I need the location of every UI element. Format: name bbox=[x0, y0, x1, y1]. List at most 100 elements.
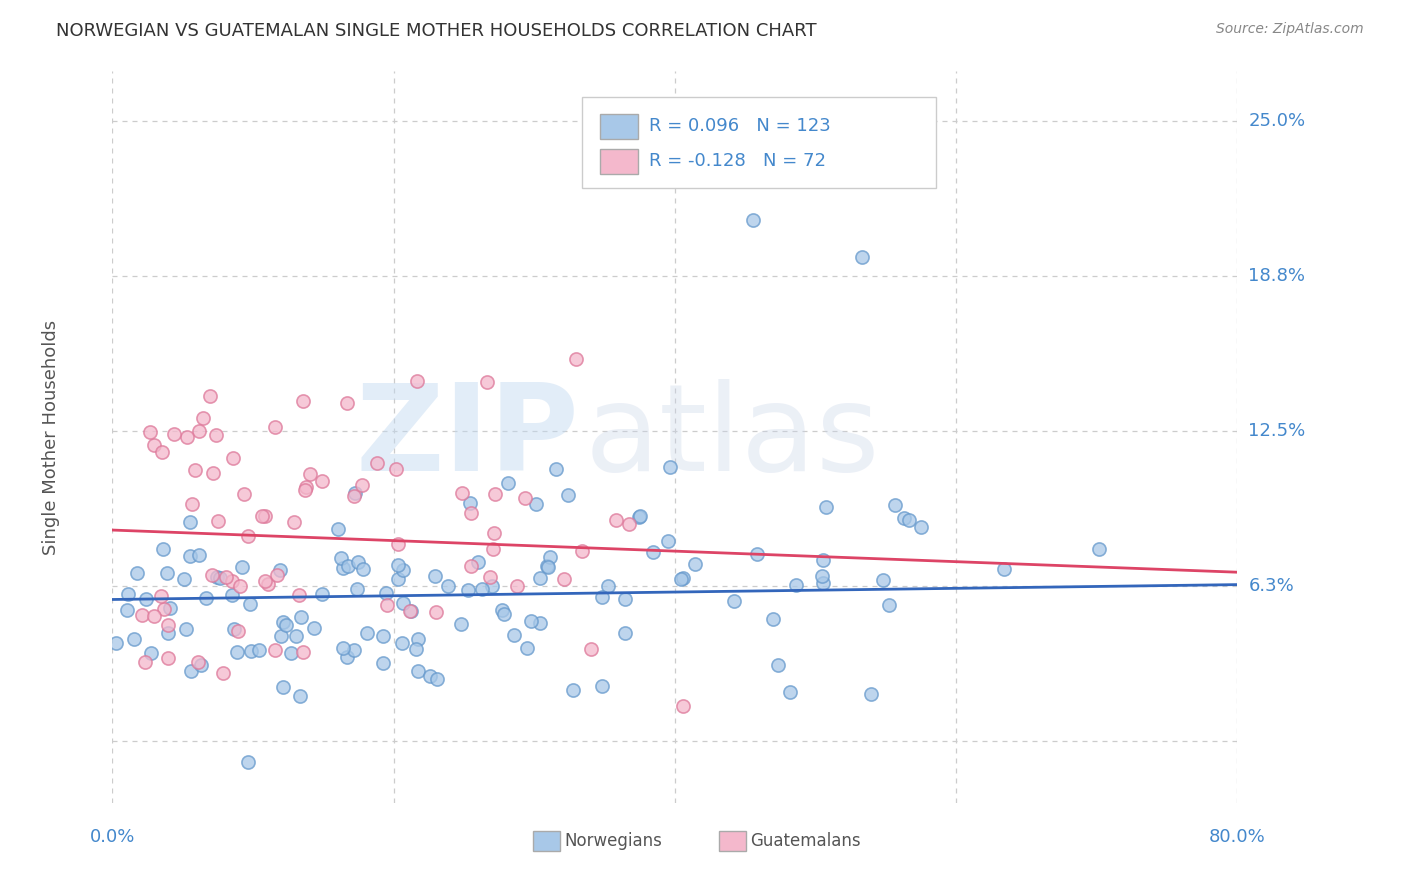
Point bbox=[153, 602, 176, 616]
Point bbox=[723, 593, 745, 607]
Point bbox=[149, 590, 172, 604]
Point bbox=[236, 528, 259, 542]
Point bbox=[221, 588, 243, 602]
FancyBboxPatch shape bbox=[582, 97, 936, 188]
Point bbox=[336, 559, 359, 574]
Point bbox=[506, 579, 529, 593]
Point bbox=[484, 487, 506, 501]
Point bbox=[591, 679, 613, 693]
Point bbox=[212, 665, 235, 680]
FancyBboxPatch shape bbox=[533, 831, 560, 851]
Point bbox=[156, 566, 179, 581]
Point bbox=[387, 572, 409, 586]
Point bbox=[571, 544, 593, 558]
Point bbox=[131, 608, 153, 623]
Point bbox=[491, 603, 513, 617]
Point bbox=[205, 570, 228, 584]
Point bbox=[352, 562, 374, 576]
FancyBboxPatch shape bbox=[599, 114, 638, 138]
Point bbox=[239, 644, 262, 658]
Point bbox=[406, 664, 429, 678]
Point bbox=[391, 596, 413, 610]
Point bbox=[405, 374, 427, 388]
Point bbox=[742, 213, 765, 227]
Point bbox=[332, 640, 354, 655]
Point bbox=[492, 607, 515, 621]
FancyBboxPatch shape bbox=[599, 149, 638, 174]
Point bbox=[613, 591, 636, 606]
Point bbox=[565, 352, 588, 367]
FancyBboxPatch shape bbox=[718, 831, 745, 851]
Point bbox=[215, 570, 238, 584]
Point bbox=[477, 375, 499, 389]
Point bbox=[343, 643, 366, 657]
Point bbox=[481, 579, 503, 593]
Point bbox=[232, 487, 254, 501]
Point bbox=[893, 511, 915, 525]
Point bbox=[596, 580, 619, 594]
Point bbox=[481, 542, 503, 557]
Text: atlas: atlas bbox=[585, 378, 880, 496]
Point bbox=[179, 515, 201, 529]
Point bbox=[768, 658, 790, 673]
Point bbox=[352, 478, 374, 492]
Point bbox=[544, 462, 567, 476]
Point bbox=[254, 574, 277, 588]
Point bbox=[173, 572, 195, 586]
Point bbox=[478, 570, 501, 584]
Point bbox=[346, 582, 368, 596]
Point bbox=[538, 549, 561, 564]
Point bbox=[143, 609, 166, 624]
Point bbox=[520, 615, 543, 629]
Point bbox=[226, 624, 249, 638]
Point bbox=[159, 600, 181, 615]
Point bbox=[283, 515, 305, 529]
Point bbox=[176, 430, 198, 444]
Text: 18.8%: 18.8% bbox=[1249, 267, 1305, 285]
Point bbox=[179, 549, 201, 563]
Point bbox=[423, 568, 446, 582]
Text: 12.5%: 12.5% bbox=[1249, 422, 1306, 440]
Point bbox=[813, 576, 835, 591]
Point bbox=[641, 545, 664, 559]
Point bbox=[496, 476, 519, 491]
Point bbox=[387, 537, 409, 551]
Text: R = -0.128   N = 72: R = -0.128 N = 72 bbox=[650, 153, 825, 170]
Point bbox=[290, 609, 312, 624]
Point bbox=[877, 598, 900, 612]
Point bbox=[451, 485, 474, 500]
Point bbox=[672, 571, 695, 585]
Point bbox=[336, 395, 359, 409]
Point bbox=[193, 411, 215, 425]
Point bbox=[579, 642, 602, 657]
Point bbox=[811, 553, 834, 567]
Point bbox=[860, 686, 883, 700]
Point bbox=[346, 555, 368, 569]
Point bbox=[125, 566, 148, 580]
Point bbox=[391, 635, 413, 649]
Point bbox=[135, 592, 157, 607]
Point bbox=[401, 604, 423, 618]
Point bbox=[471, 582, 494, 597]
Point bbox=[779, 684, 801, 698]
Text: R = 0.096   N = 123: R = 0.096 N = 123 bbox=[650, 117, 831, 136]
Point bbox=[460, 507, 482, 521]
Point bbox=[276, 618, 298, 632]
Point bbox=[371, 629, 394, 643]
Point bbox=[614, 625, 637, 640]
Point bbox=[194, 591, 217, 605]
Point bbox=[375, 598, 398, 612]
Text: 25.0%: 25.0% bbox=[1249, 112, 1306, 130]
Text: Single Mother Households: Single Mother Households bbox=[42, 319, 59, 555]
Point bbox=[467, 555, 489, 569]
Point bbox=[252, 509, 274, 524]
Text: NORWEGIAN VS GUATEMALAN SINGLE MOTHER HOUSEHOLDS CORRELATION CHART: NORWEGIAN VS GUATEMALAN SINGLE MOTHER HO… bbox=[56, 22, 817, 40]
Point bbox=[139, 425, 162, 440]
Point bbox=[426, 672, 449, 686]
Point bbox=[180, 664, 202, 678]
Point bbox=[264, 642, 287, 657]
Point bbox=[117, 587, 139, 601]
Point bbox=[627, 509, 650, 524]
Point bbox=[785, 578, 807, 592]
Point bbox=[343, 489, 366, 503]
